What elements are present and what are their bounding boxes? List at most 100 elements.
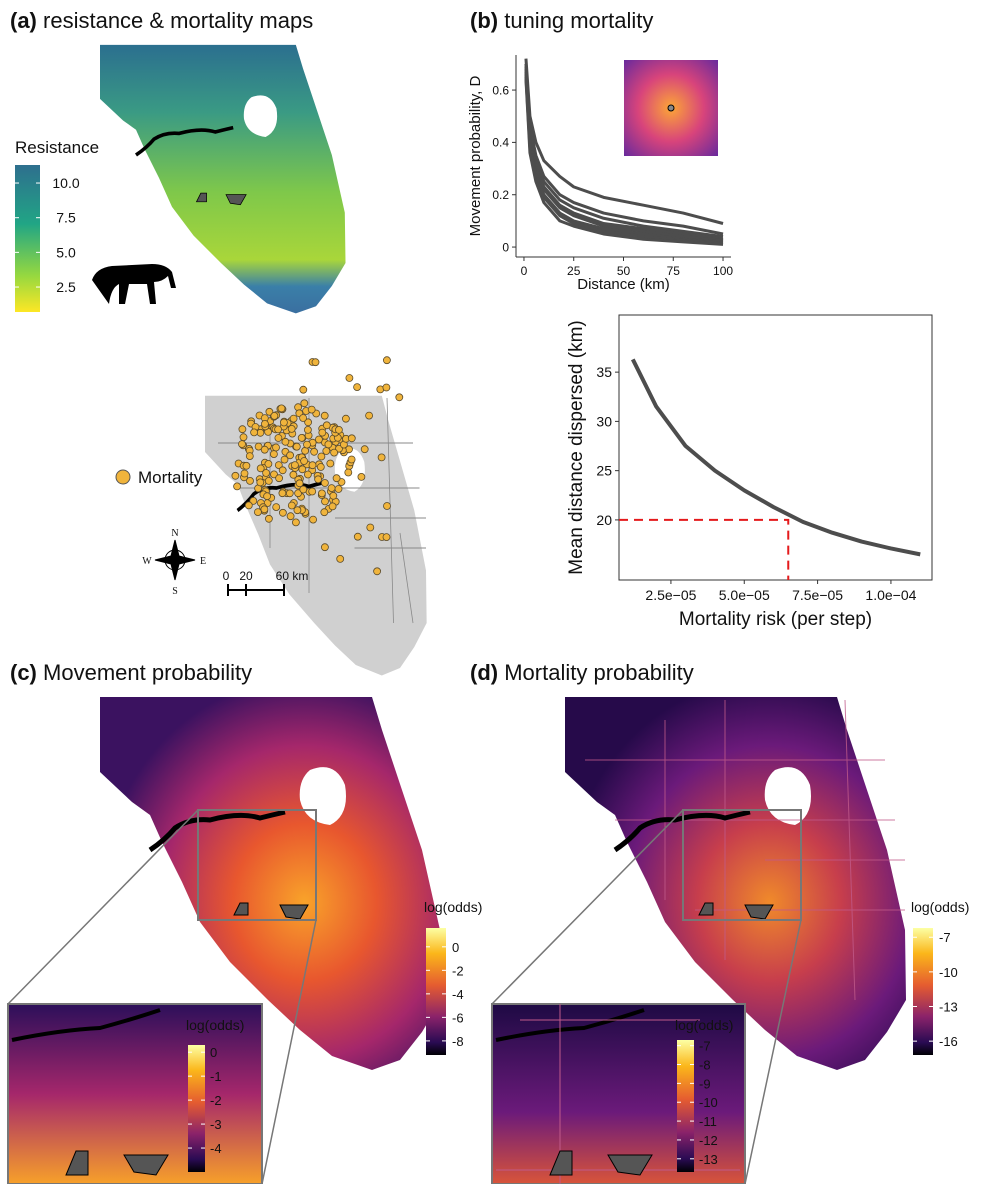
mortality-point xyxy=(291,462,298,469)
colorbar-label: -12 xyxy=(699,1133,718,1148)
mortality-point xyxy=(354,384,361,391)
panel-label: (a) xyxy=(10,8,37,33)
mortality-point xyxy=(337,555,344,562)
mortality-point xyxy=(279,467,286,474)
mortality-point xyxy=(251,429,258,436)
y-axis-label: Movement probability, D xyxy=(467,76,484,237)
mortality-point xyxy=(318,453,325,460)
colorbar-label: -4 xyxy=(210,1141,222,1156)
data-line xyxy=(633,359,920,554)
mortality-point xyxy=(279,509,286,516)
mortality-point xyxy=(327,460,334,467)
y-axis-label: Mean distance dispersed (km) xyxy=(566,320,587,575)
y-tick-label: 0.2 xyxy=(492,188,509,202)
colorbar-label: -1 xyxy=(210,1069,222,1084)
mortality-point xyxy=(348,456,355,463)
panel-title: Mortality probability xyxy=(504,660,694,685)
mortality-point xyxy=(304,471,311,478)
colorbar-label: -10 xyxy=(939,965,958,980)
y-tick-label: 0.4 xyxy=(492,136,509,150)
mortality-point xyxy=(239,426,246,433)
y-tick-label: 0.6 xyxy=(492,83,509,97)
mortality-point xyxy=(273,444,280,451)
colorbar-label: -10 xyxy=(699,1095,718,1110)
y-tick-label: 20 xyxy=(596,512,612,528)
x-tick-label: 100 xyxy=(713,264,733,278)
mortality-point xyxy=(330,492,337,499)
compass-label: S xyxy=(172,586,178,597)
colorbar-label: -13 xyxy=(939,1000,958,1015)
legend-title: log(odds) xyxy=(911,899,969,915)
mortality-point xyxy=(325,441,332,448)
mortality-point xyxy=(273,504,280,511)
mortality-point xyxy=(257,479,264,486)
colorbar-label: -7 xyxy=(939,930,951,945)
mortality-point xyxy=(318,490,325,497)
y-tick-label: 35 xyxy=(596,364,612,380)
mortality-point xyxy=(312,359,319,366)
x-axis-label: Distance (km) xyxy=(577,276,670,293)
mortality-point xyxy=(265,477,272,484)
mortality-point xyxy=(234,483,241,490)
colorbar-label: -16 xyxy=(939,1034,958,1049)
mortality-point xyxy=(281,456,288,463)
mortality-point xyxy=(293,443,300,450)
panel-title: tuning mortality xyxy=(504,8,653,33)
mortality-point xyxy=(288,425,295,432)
mortality-point xyxy=(280,419,287,426)
mortality-point xyxy=(290,471,297,478)
colorbar-label: 10.0 xyxy=(52,175,79,191)
mortality-point xyxy=(239,441,246,448)
colorbar-label: -11 xyxy=(699,1114,717,1129)
mortality-point xyxy=(315,436,322,443)
mortality-point xyxy=(384,503,391,510)
x-tick-label: 7.5e−05 xyxy=(792,587,843,603)
legend-title: log(odds) xyxy=(675,1017,733,1033)
colorbar xyxy=(15,165,40,312)
y-tick-label: 30 xyxy=(596,413,612,429)
panel-b-title: (b) tuning mortality xyxy=(470,8,653,33)
x-tick-label: 0 xyxy=(521,264,528,278)
colorbar-label: -7 xyxy=(699,1039,711,1054)
mortality-point xyxy=(383,357,390,364)
mortality-point xyxy=(309,488,316,495)
colorbar-label: -6 xyxy=(452,1010,464,1025)
mortality-point xyxy=(282,438,289,445)
x-tick-label: 2.5e−05 xyxy=(645,587,696,603)
mortality-point xyxy=(309,462,316,469)
mortality-point xyxy=(361,446,368,453)
mortality-point xyxy=(241,470,248,477)
mortality-point xyxy=(247,477,254,484)
mortality-point xyxy=(358,473,365,480)
mortality-point xyxy=(354,533,361,540)
mortality-point xyxy=(308,406,315,413)
mortality-point xyxy=(346,375,353,382)
mortality-point xyxy=(378,454,385,461)
colorbar xyxy=(913,928,933,1055)
mortality-point xyxy=(311,448,318,455)
mortality-point xyxy=(287,513,294,520)
mortality-point xyxy=(317,464,324,471)
mortality-point xyxy=(345,469,352,476)
compass-label: E xyxy=(200,556,206,567)
kernel-center xyxy=(668,105,674,111)
colorbar-label: 5.0 xyxy=(56,244,76,260)
colorbar-label: -2 xyxy=(452,963,464,978)
panel-title: resistance & mortality maps xyxy=(43,8,313,33)
mortality-point xyxy=(310,516,317,523)
mortality-point xyxy=(331,449,338,456)
mortality-point xyxy=(300,386,307,393)
mortality-point xyxy=(245,502,252,509)
mortality-point xyxy=(300,486,307,493)
colorbar-label: 2.5 xyxy=(56,279,76,295)
mortality-point xyxy=(261,420,268,427)
legend-title: Resistance xyxy=(15,138,99,157)
colorbar xyxy=(188,1045,205,1172)
mortality-point xyxy=(275,426,282,433)
panel-a-title: (a) resistance & mortality maps xyxy=(10,8,313,33)
legend-title: log(odds) xyxy=(186,1017,244,1033)
mortality-point xyxy=(335,426,342,433)
mortality-point xyxy=(271,412,278,419)
mortality-point xyxy=(294,507,301,514)
mortality-point xyxy=(298,434,305,441)
